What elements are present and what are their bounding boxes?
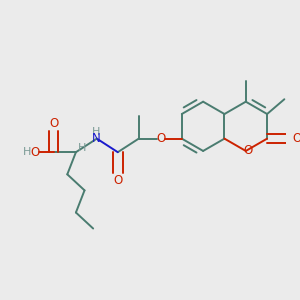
Text: O: O bbox=[113, 174, 122, 187]
Text: O: O bbox=[292, 132, 300, 145]
Text: H: H bbox=[92, 127, 100, 137]
Text: N: N bbox=[92, 132, 100, 145]
Text: O: O bbox=[243, 144, 252, 158]
Text: O: O bbox=[31, 146, 40, 159]
Text: H: H bbox=[22, 147, 31, 157]
Text: O: O bbox=[49, 117, 58, 130]
Text: O: O bbox=[156, 132, 166, 145]
Text: H: H bbox=[77, 143, 86, 153]
